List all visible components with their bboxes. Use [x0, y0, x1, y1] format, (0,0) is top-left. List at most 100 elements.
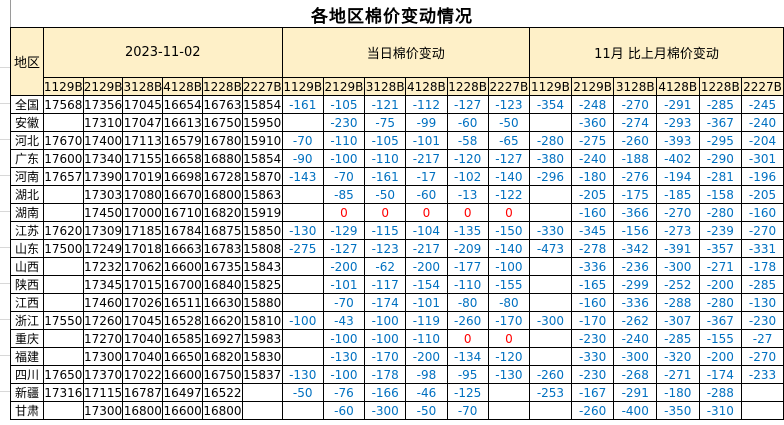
price-cell: 17062 — [122, 257, 164, 276]
monthly-change-cell: -204 — [741, 131, 784, 150]
price-cell — [42, 275, 84, 294]
region-label: 河南 — [10, 167, 44, 186]
grade-header: 2129B — [322, 77, 366, 96]
daily-change-cell: -117 — [364, 275, 407, 294]
daily-change-cell: -62 — [364, 257, 407, 276]
daily-change-cell: -100 — [364, 311, 407, 330]
price-cell: 16528 — [162, 311, 204, 330]
daily-change-cell: -101 — [322, 275, 366, 294]
daily-change-cell: -121 — [364, 95, 407, 114]
price-cell: 17500 — [42, 239, 84, 258]
daily-change-cell: -161 — [364, 167, 407, 186]
price-cell: 17550 — [42, 311, 84, 330]
daily-change-cell: -154 — [405, 275, 448, 294]
monthly-change-cell: -205 — [741, 185, 784, 204]
price-cell: 17018 — [122, 239, 164, 258]
daily-change-cell: -217 — [405, 239, 448, 258]
price-cell — [42, 203, 84, 222]
grade-header: 2227B — [741, 77, 784, 96]
group-header-monthly-change: 11月 比上月棉价变动 — [529, 27, 784, 78]
price-cell: 16585 — [162, 329, 204, 348]
monthly-change-cell: -270 — [741, 347, 784, 366]
daily-change-cell — [281, 275, 324, 294]
monthly-change-cell: -270 — [655, 203, 700, 222]
region-label: 安徽 — [10, 113, 44, 132]
price-cell: 16927 — [202, 329, 243, 348]
daily-change-cell: -105 — [364, 131, 407, 150]
daily-change-cell: -100 — [364, 329, 407, 348]
monthly-change-cell: -307 — [655, 311, 700, 330]
monthly-change-cell: -240 — [613, 329, 657, 348]
monthly-change-cell: -280 — [698, 203, 743, 222]
price-cell: 16650 — [162, 347, 204, 366]
price-cell: 17356 — [82, 95, 124, 114]
daily-change-cell: -155 — [487, 275, 531, 294]
daily-change-cell — [281, 203, 324, 222]
table-row: 四川 17650 17370 17022 16600 16750 15837 -130 -100… — [10, 365, 784, 384]
price-cell: 16522 — [202, 383, 243, 402]
daily-change-cell: -104 — [405, 221, 448, 240]
table-row: 重庆 17270 17040 16585 16927 15983 -100 -100 -110 0… — [10, 329, 784, 348]
daily-change-cell: 0 — [487, 203, 531, 222]
table-row: 江西 17460 17026 16511 16630 15880 -70 -174 -101 -8… — [10, 293, 784, 312]
price-cell: 15825 — [241, 275, 283, 294]
monthly-change-cell: -233 — [741, 365, 784, 384]
daily-change-cell: -101 — [405, 293, 448, 312]
monthly-change-cell: -200 — [698, 347, 743, 366]
price-cell: 16600 — [162, 365, 204, 384]
price-cell: 16780 — [202, 131, 243, 150]
price-cell — [42, 329, 84, 348]
price-cell: 15919 — [241, 203, 283, 222]
monthly-change-cell: -300 — [655, 257, 700, 276]
monthly-change-cell: -288 — [655, 293, 700, 312]
daily-change-cell: -70 — [322, 167, 366, 186]
daily-change-cell: -127 — [487, 149, 531, 168]
price-cell: 16710 — [162, 203, 204, 222]
price-cell — [42, 347, 84, 366]
price-cell: 17300 — [82, 401, 124, 420]
daily-change-cell: -150 — [487, 221, 531, 240]
monthly-change-cell: -174 — [698, 365, 743, 384]
price-cell: 16800 — [202, 401, 243, 420]
monthly-change-cell: -285 — [741, 275, 784, 294]
monthly-change-cell: -280 — [529, 131, 572, 150]
monthly-change-cell: -280 — [698, 293, 743, 312]
grade-header: 2227B — [241, 77, 283, 96]
daily-change-cell: -177 — [446, 257, 489, 276]
monthly-change-cell: -360 — [570, 113, 615, 132]
monthly-change-cell: -180 — [655, 383, 700, 402]
price-cell: 17015 — [122, 275, 164, 294]
grade-header: 2129B — [82, 77, 124, 96]
page-title: 各地区棉价变动情况 — [311, 7, 473, 27]
monthly-change-cell: -155 — [698, 329, 743, 348]
table-row: 江苏 17620 17309 17185 16784 16875 15850 -130 -129… — [10, 221, 784, 240]
table-row: 甘肃 17300 16800 16600 16800 -60 -300 -50 -70 -260-… — [10, 401, 784, 420]
price-cell: 17026 — [122, 293, 164, 312]
daily-change-cell: -70 — [322, 293, 366, 312]
grade-header: 4128B — [405, 77, 448, 96]
daily-change-cell: -99 — [405, 113, 448, 132]
price-cell: 16735 — [202, 257, 243, 276]
monthly-change-cell — [741, 401, 784, 420]
monthly-change-cell: -473 — [529, 239, 572, 258]
price-cell: 17019 — [122, 167, 164, 186]
monthly-change-cell: -310 — [698, 401, 743, 420]
daily-change-cell: -110 — [446, 275, 489, 294]
monthly-change-cell: -236 — [613, 257, 657, 276]
spreadsheet-column-border — [10, 0, 11, 27]
price-cell: 15854 — [241, 95, 283, 114]
table-row: 浙江 17550 17260 17045 16528 16620 15810 -100 -43-… — [10, 311, 784, 330]
monthly-change-cell: -275 — [570, 131, 615, 150]
monthly-change-cell: -291 — [655, 95, 700, 114]
daily-change-cell: -123 — [487, 95, 531, 114]
monthly-change-cell: -240 — [570, 149, 615, 168]
grade-header: 2129B — [570, 77, 615, 96]
monthly-change-cell: -301 — [741, 149, 784, 168]
table-row: 广东 17600 17340 17155 16658 16880 15854 -90 -100-… — [10, 149, 784, 168]
daily-change-cell: -275 — [281, 239, 324, 258]
grade-header: 4128B — [655, 77, 700, 96]
daily-change-cell: 0 — [487, 329, 531, 348]
daily-change-cell — [281, 329, 324, 348]
daily-change-cell: -130 — [281, 365, 324, 384]
monthly-change-cell: -205 — [570, 185, 615, 204]
